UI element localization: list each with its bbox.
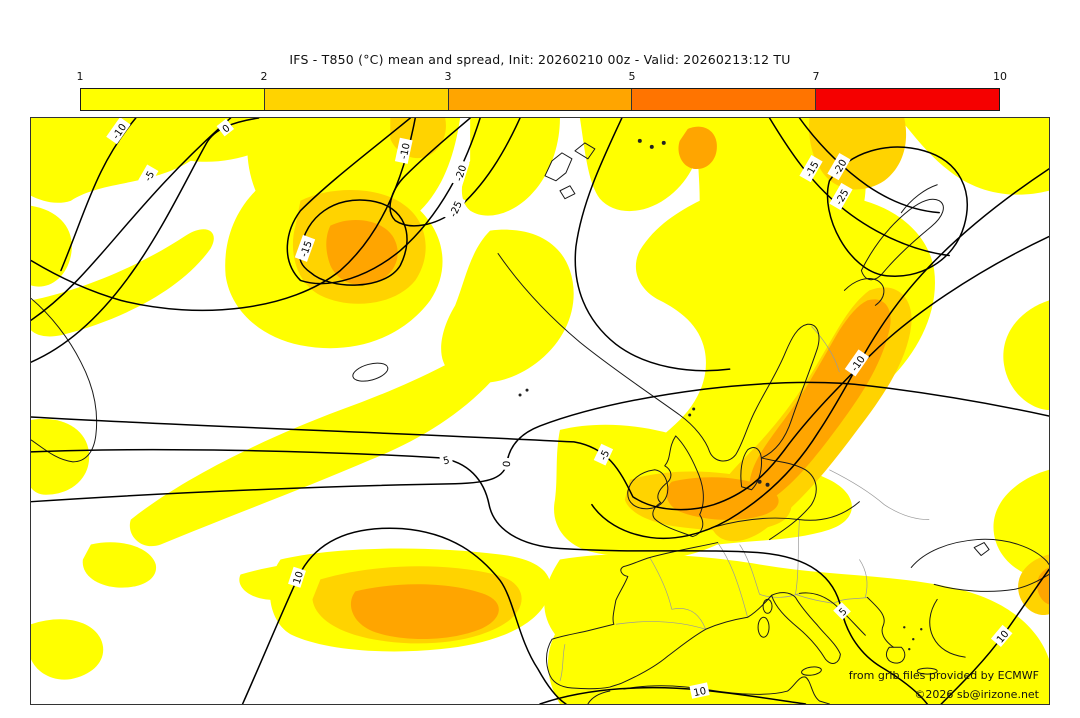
contour-label-10: 10 — [288, 566, 306, 588]
svg-text:-15: -15 — [299, 240, 315, 259]
spread-legend: 1 2 3 5 7 10 — [76, 70, 1007, 112]
legend-tick-3: 3 — [444, 70, 452, 83]
svg-text:0: 0 — [502, 460, 514, 467]
svg-text:0: 0 — [221, 123, 233, 136]
chart-title: IFS - T850 (°C) mean and spread, Init: 2… — [289, 52, 791, 67]
legend-tick-2: 2 — [260, 70, 268, 83]
contour-label--20: -20 — [449, 159, 470, 187]
legend-tick-10: 10 — [993, 70, 1007, 83]
svg-text:-10: -10 — [399, 142, 413, 160]
contour-label--5: -5 — [138, 164, 159, 187]
spread-shading-level1 — [31, 118, 1049, 704]
weather-map-svg: -10-50-15-10-20-25-15 -20-25-10-55 0105101… — [31, 118, 1049, 704]
svg-text:-5: -5 — [598, 449, 612, 463]
svg-text:-5: -5 — [143, 169, 158, 183]
legend-tick-1: 1 — [76, 70, 84, 83]
svg-text:10: 10 — [693, 686, 708, 699]
contour-label-5: 5 — [833, 602, 851, 620]
contour-label-10: 10 — [689, 682, 710, 699]
legend-segment-7-10 — [816, 89, 999, 110]
legend-segment-1-2 — [81, 89, 265, 110]
svg-text:10: 10 — [292, 570, 306, 585]
contour-label-0: 0 — [216, 118, 235, 137]
country-borders — [559, 326, 930, 682]
legend-tick-7: 7 — [812, 70, 820, 83]
legend-tick-5: 5 — [628, 70, 636, 83]
legend-segment-5-7 — [632, 89, 817, 110]
contour-label--10: -10 — [394, 137, 413, 164]
contour-label--15: -15 — [294, 234, 316, 262]
svg-text:5: 5 — [442, 455, 450, 467]
spread-colorbar — [80, 88, 1000, 111]
credit-ecmwf: from grib files provided by ECMWF — [848, 669, 1039, 682]
legend-segment-3-5 — [448, 89, 633, 110]
svg-text:-20: -20 — [454, 164, 470, 183]
legend-segment-2-3 — [264, 89, 449, 110]
contour-label-5: 5 — [438, 451, 454, 467]
contour-label--5: -5 — [593, 443, 614, 466]
coastlines — [31, 138, 1049, 704]
map-area: -10 -5 0 -15 -10 -20 -25 -15 -20 -25 -10 -5 5 0 10 5 10 1… — [30, 117, 1050, 705]
contour-label-0: 0 — [498, 457, 514, 471]
credit-watermark: ©2026 sb@irizone.net — [914, 688, 1039, 701]
